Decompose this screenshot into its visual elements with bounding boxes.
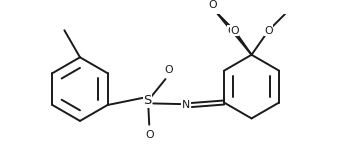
Text: O: O [230, 26, 239, 36]
Text: S: S [143, 94, 152, 107]
Text: O: O [164, 65, 173, 75]
Text: N: N [182, 100, 190, 110]
Text: O: O [264, 26, 273, 36]
Text: O: O [208, 0, 217, 10]
Text: O: O [145, 130, 153, 140]
Text: O: O [227, 26, 236, 36]
